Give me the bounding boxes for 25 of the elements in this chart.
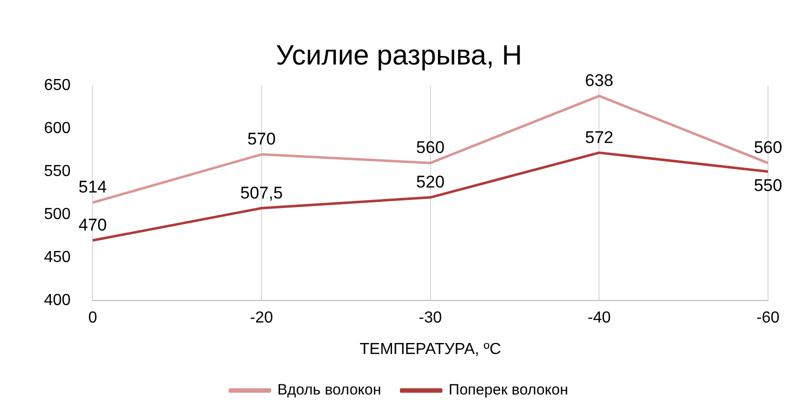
- data-label: 560: [754, 138, 782, 158]
- x-tick-label: -20: [250, 310, 274, 327]
- y-tick-label: 400: [44, 292, 71, 310]
- data-label: 470: [78, 216, 107, 235]
- x-axis-title: ТЕМПЕРАТУРА, ºC: [360, 340, 502, 358]
- y-tick-label: 600: [44, 120, 71, 138]
- y-tick-label: 500: [44, 206, 71, 224]
- data-label: 550: [754, 176, 782, 195]
- data-label: 520: [416, 172, 445, 192]
- data-label: 570: [247, 130, 276, 149]
- legend-label: Поперек волокон: [448, 382, 568, 399]
- y-tick-label: 650: [44, 77, 71, 94]
- data-label: 514: [78, 178, 107, 197]
- x-tick-label: -60: [756, 310, 780, 327]
- x-tick-label: -30: [418, 310, 442, 327]
- x-tick-label: 0: [88, 310, 98, 327]
- y-tick-label: 450: [44, 249, 71, 266]
- y-tick-label: 550: [44, 163, 71, 180]
- data-label: 638: [584, 71, 614, 90]
- x-tick-label: -40: [588, 310, 611, 327]
- chart-title: Усилие разрыва, Н: [276, 40, 522, 71]
- data-label: 560: [416, 138, 445, 158]
- data-label: 507,5: [240, 183, 283, 202]
- legend-label: Вдоль волокон: [277, 382, 382, 399]
- data-label: 572: [584, 128, 614, 147]
